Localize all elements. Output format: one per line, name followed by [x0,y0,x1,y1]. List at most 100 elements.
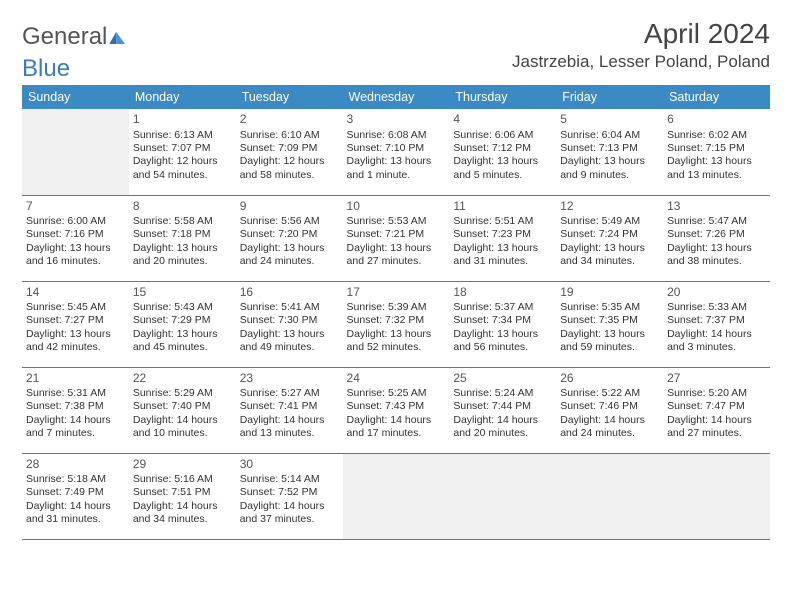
page-header: GeneralBlue April 2024 Jastrzebia, Lesse… [22,18,770,79]
daylight-text: Daylight: 13 hours [560,242,659,255]
daylight-text: and 31 minutes. [26,513,125,526]
daylight-text: and 1 minute. [347,169,446,182]
sunrise-text: Sunrise: 5:47 AM [667,215,766,228]
daylight-text: and 31 minutes. [453,255,552,268]
day-number: 11 [453,199,552,214]
sunrise-text: Sunrise: 6:06 AM [453,129,552,142]
sunrise-text: Sunrise: 5:41 AM [240,301,339,314]
day-number: 13 [667,199,766,214]
daylight-text: Daylight: 13 hours [667,155,766,168]
daylight-text: and 20 minutes. [453,427,552,440]
day-number: 5 [560,112,659,127]
daylight-text: Daylight: 14 hours [240,414,339,427]
daylight-text: and 52 minutes. [347,341,446,354]
daylight-text: Daylight: 13 hours [133,328,232,341]
daylight-text: and 20 minutes. [133,255,232,268]
logo: GeneralBlue [22,18,127,79]
calendar-row: 1Sunrise: 6:13 AMSunset: 7:07 PMDaylight… [22,109,770,195]
day-header: Sunday [22,85,129,109]
daylight-text: Daylight: 13 hours [347,155,446,168]
day-number: 28 [26,457,125,472]
day-number: 16 [240,285,339,300]
sunset-text: Sunset: 7:24 PM [560,228,659,241]
sunrise-text: Sunrise: 6:10 AM [240,129,339,142]
calendar-row: 28Sunrise: 5:18 AMSunset: 7:49 PMDayligh… [22,453,770,539]
location-text: Jastrzebia, Lesser Poland, Poland [512,52,770,72]
daylight-text: and 17 minutes. [347,427,446,440]
day-number: 30 [240,457,339,472]
day-header: Monday [129,85,236,109]
daylight-text: and 24 minutes. [560,427,659,440]
daylight-text: Daylight: 13 hours [347,328,446,341]
sunrise-text: Sunrise: 5:33 AM [667,301,766,314]
sunset-text: Sunset: 7:09 PM [240,142,339,155]
day-number: 22 [133,371,232,386]
sunrise-text: Sunrise: 5:53 AM [347,215,446,228]
calendar-cell: 6Sunrise: 6:02 AMSunset: 7:15 PMDaylight… [663,109,770,195]
daylight-text: Daylight: 14 hours [667,414,766,427]
daylight-text: Daylight: 14 hours [133,500,232,513]
sunset-text: Sunset: 7:49 PM [26,486,125,499]
day-number: 26 [560,371,659,386]
calendar-cell: 16Sunrise: 5:41 AMSunset: 7:30 PMDayligh… [236,281,343,367]
daylight-text: Daylight: 14 hours [26,500,125,513]
daylight-text: and 34 minutes. [133,513,232,526]
day-number: 18 [453,285,552,300]
sunset-text: Sunset: 7:15 PM [667,142,766,155]
day-header: Friday [556,85,663,109]
daylight-text: and 16 minutes. [26,255,125,268]
sunrise-text: Sunrise: 5:25 AM [347,387,446,400]
daylight-text: and 5 minutes. [453,169,552,182]
sunrise-text: Sunrise: 6:08 AM [347,129,446,142]
sunset-text: Sunset: 7:27 PM [26,314,125,327]
day-number: 1 [133,112,232,127]
sunrise-text: Sunrise: 5:43 AM [133,301,232,314]
day-number: 19 [560,285,659,300]
day-number: 14 [26,285,125,300]
daylight-text: Daylight: 14 hours [26,414,125,427]
day-number: 24 [347,371,446,386]
daylight-text: Daylight: 13 hours [560,328,659,341]
calendar-cell: 13Sunrise: 5:47 AMSunset: 7:26 PMDayligh… [663,195,770,281]
calendar-cell: 2Sunrise: 6:10 AMSunset: 7:09 PMDaylight… [236,109,343,195]
logo-icon [109,26,127,48]
daylight-text: Daylight: 13 hours [26,242,125,255]
sunrise-text: Sunrise: 6:00 AM [26,215,125,228]
sunrise-text: Sunrise: 5:22 AM [560,387,659,400]
sunrise-text: Sunrise: 6:04 AM [560,129,659,142]
daylight-text: and 3 minutes. [667,341,766,354]
day-number: 2 [240,112,339,127]
calendar-cell: 18Sunrise: 5:37 AMSunset: 7:34 PMDayligh… [449,281,556,367]
sunset-text: Sunset: 7:35 PM [560,314,659,327]
calendar-cell: 8Sunrise: 5:58 AMSunset: 7:18 PMDaylight… [129,195,236,281]
calendar-head: SundayMondayTuesdayWednesdayThursdayFrid… [22,85,770,109]
sunset-text: Sunset: 7:47 PM [667,400,766,413]
logo-text-2: Blue [22,55,70,82]
calendar-body: 1Sunrise: 6:13 AMSunset: 7:07 PMDaylight… [22,109,770,539]
daylight-text: Daylight: 14 hours [667,328,766,341]
sunrise-text: Sunrise: 5:37 AM [453,301,552,314]
sunset-text: Sunset: 7:12 PM [453,142,552,155]
daylight-text: and 13 minutes. [667,169,766,182]
calendar-cell: 1Sunrise: 6:13 AMSunset: 7:07 PMDaylight… [129,109,236,195]
day-number: 10 [347,199,446,214]
calendar-cell: 29Sunrise: 5:16 AMSunset: 7:51 PMDayligh… [129,453,236,539]
daylight-text: Daylight: 14 hours [347,414,446,427]
day-number: 6 [667,112,766,127]
daylight-text: and 45 minutes. [133,341,232,354]
sunset-text: Sunset: 7:30 PM [240,314,339,327]
calendar-cell-empty [556,453,663,539]
sunset-text: Sunset: 7:18 PM [133,228,232,241]
calendar-table: SundayMondayTuesdayWednesdayThursdayFrid… [22,85,770,540]
sunset-text: Sunset: 7:41 PM [240,400,339,413]
day-number: 17 [347,285,446,300]
daylight-text: Daylight: 13 hours [26,328,125,341]
sunset-text: Sunset: 7:34 PM [453,314,552,327]
sunrise-text: Sunrise: 5:29 AM [133,387,232,400]
sunrise-text: Sunrise: 5:31 AM [26,387,125,400]
daylight-text: and 59 minutes. [560,341,659,354]
sunset-text: Sunset: 7:10 PM [347,142,446,155]
calendar-page: GeneralBlue April 2024 Jastrzebia, Lesse… [0,0,792,550]
daylight-text: Daylight: 13 hours [347,242,446,255]
daylight-text: and 24 minutes. [240,255,339,268]
